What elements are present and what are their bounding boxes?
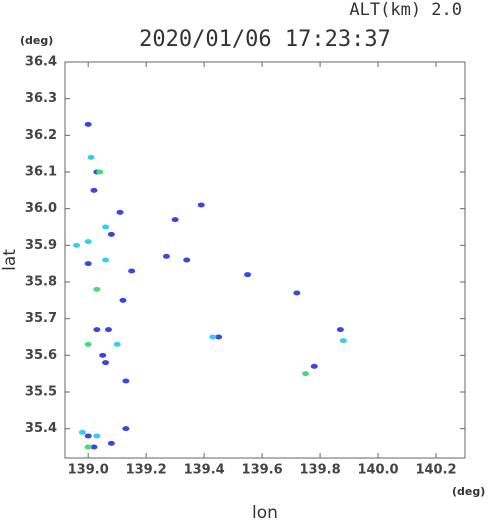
precip-cell xyxy=(84,444,92,450)
precip-cell xyxy=(302,371,310,377)
plot-frame xyxy=(64,61,466,459)
precip-cell xyxy=(73,242,81,248)
precip-cell xyxy=(87,154,95,160)
y-tick-label: 35.8 xyxy=(25,275,57,290)
x-tick-label: 139.0 xyxy=(68,463,109,478)
precip-cell xyxy=(339,338,347,344)
y-unit: (deg) xyxy=(20,34,53,47)
chart-title: 2020/01/06 17:23:37 xyxy=(139,27,391,52)
precip-cell xyxy=(119,297,127,303)
x-tick-label: 139.2 xyxy=(126,463,167,478)
x-axis-label: lon xyxy=(252,503,278,521)
precip-cell xyxy=(84,433,92,439)
precip-cell xyxy=(99,352,107,358)
precip-cell xyxy=(215,334,223,340)
precip-cell xyxy=(113,341,121,347)
precip-cell xyxy=(122,426,130,432)
y-tick-label: 35.5 xyxy=(25,385,57,400)
precip-cell xyxy=(107,440,115,446)
precip-cell xyxy=(93,286,101,292)
precip-cell xyxy=(90,444,98,450)
precip-cell xyxy=(84,341,92,347)
x-tick-label: 139.8 xyxy=(300,463,341,478)
y-axis-label: lat xyxy=(0,249,20,271)
precip-cell xyxy=(310,363,318,369)
x-tick-label: 140.0 xyxy=(357,463,398,478)
precip-cell xyxy=(116,209,124,215)
precip-cell xyxy=(197,202,205,208)
y-tick-label: 36.4 xyxy=(25,55,57,70)
precip-cell xyxy=(102,360,110,366)
precip-cell xyxy=(90,187,98,193)
precip-cell xyxy=(293,290,301,296)
precip-cell xyxy=(122,378,130,384)
precip-cell xyxy=(104,327,112,333)
y-tick-label: 36.0 xyxy=(25,201,57,216)
precip-cell xyxy=(102,224,110,230)
x-tick-label: 139.6 xyxy=(242,463,283,478)
precip-cell xyxy=(102,257,110,263)
altitude-label: ALT(km) 2.0 xyxy=(349,0,462,20)
y-tick-label: 36.3 xyxy=(25,91,57,106)
precip-cell xyxy=(78,429,86,435)
precip-cell xyxy=(93,327,101,333)
y-tick-label: 35.4 xyxy=(25,421,57,436)
x-tick-label: 139.4 xyxy=(184,463,225,478)
y-tick-label: 35.7 xyxy=(25,311,57,326)
x-unit: (deg) xyxy=(452,485,485,498)
y-tick-label: 35.6 xyxy=(25,348,57,363)
precip-cell xyxy=(183,257,191,263)
precip-cell xyxy=(244,272,252,278)
x-tick-label: 140.2 xyxy=(415,463,456,478)
precip-cell xyxy=(336,327,344,333)
precip-cell xyxy=(209,334,217,340)
precip-cell xyxy=(84,121,92,127)
y-tick-label: 36.2 xyxy=(25,128,57,143)
precip-cell xyxy=(128,268,136,274)
y-tick-label: 35.9 xyxy=(25,238,57,253)
precip-cell xyxy=(171,217,179,223)
precip-cell xyxy=(107,231,115,237)
precip-cell xyxy=(162,253,170,259)
precip-cell xyxy=(96,169,104,175)
y-tick-label: 36.1 xyxy=(25,165,57,180)
precip-cell xyxy=(84,261,92,267)
precip-cell xyxy=(93,433,101,439)
precip-cell xyxy=(84,239,92,245)
